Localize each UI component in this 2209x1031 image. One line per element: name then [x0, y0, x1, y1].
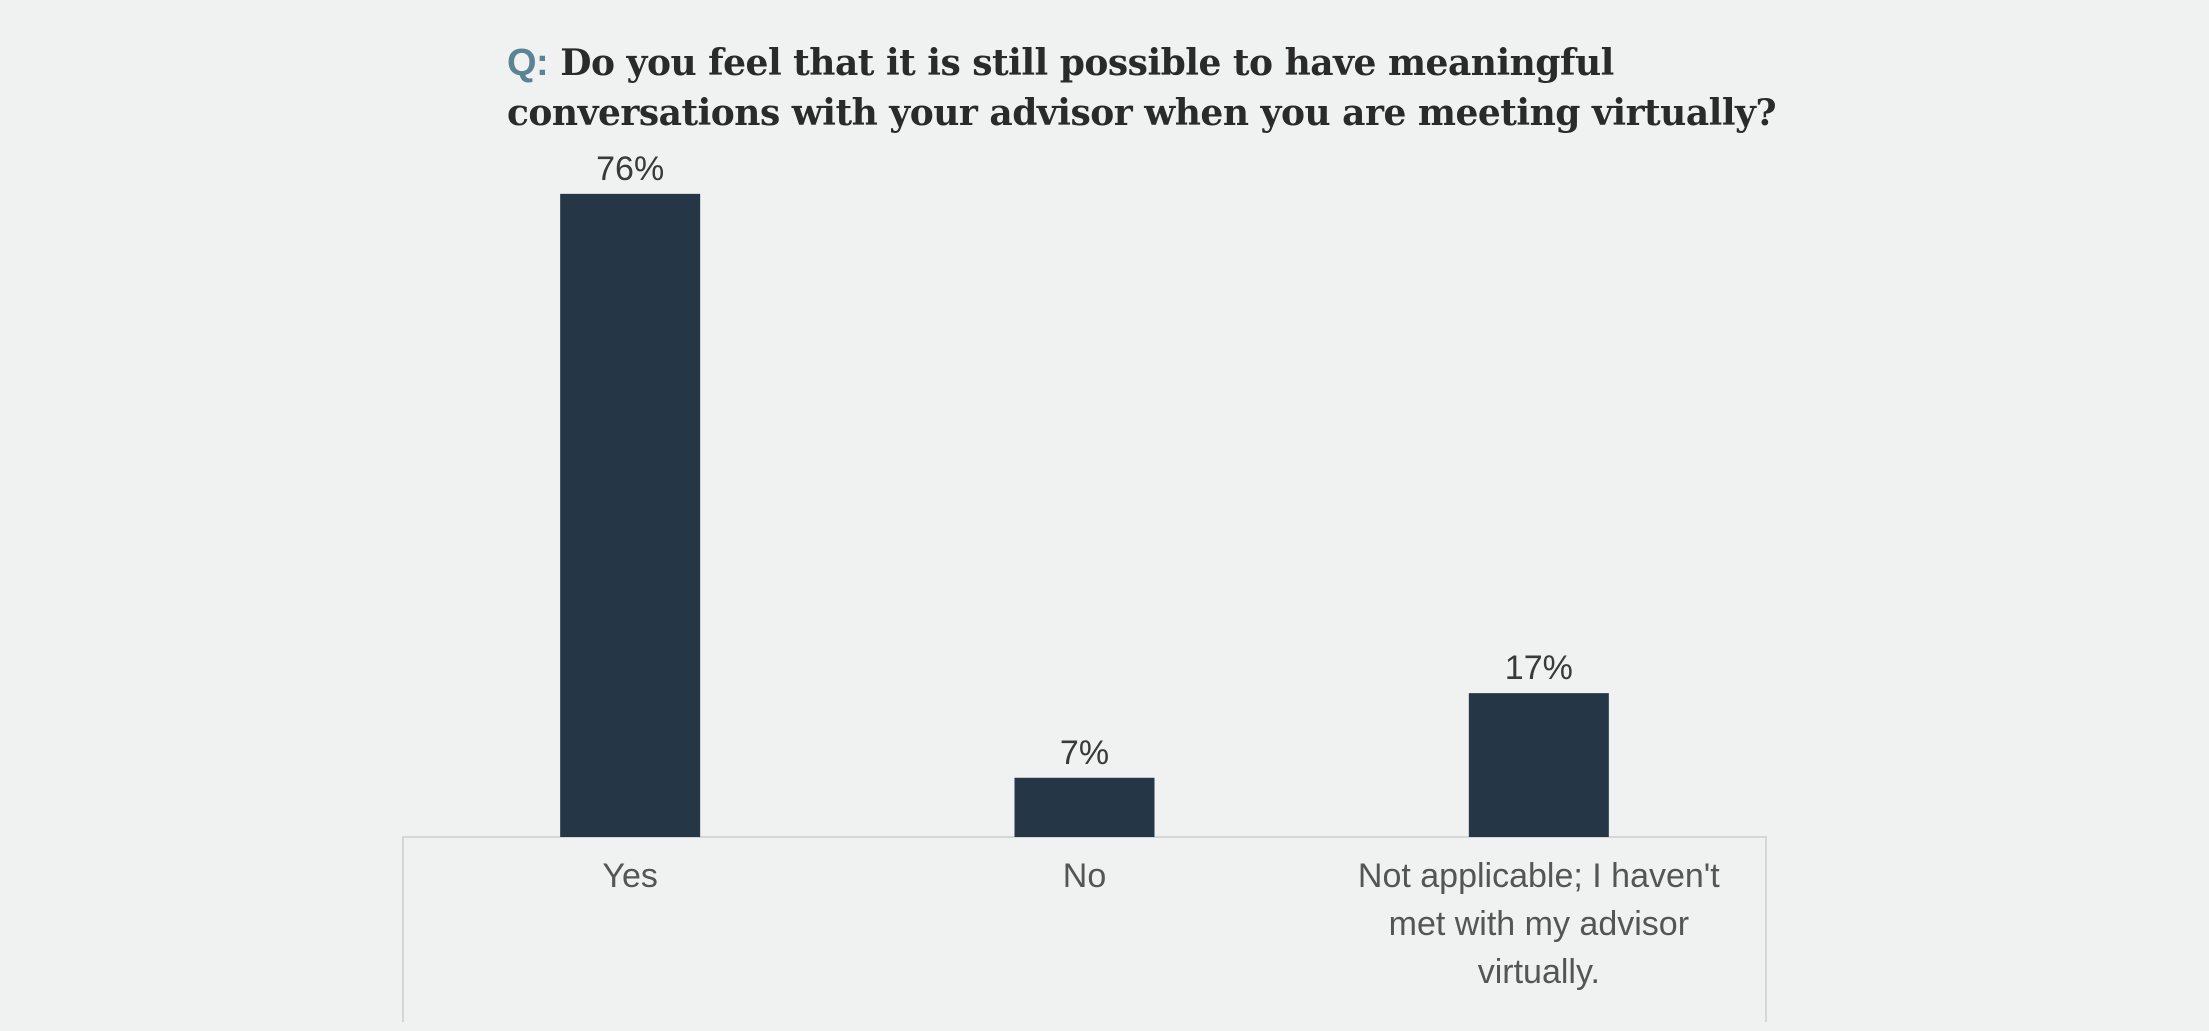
chart-title: Q: Do you feel that it is still possible… — [507, 38, 1807, 138]
category-labels-group: Yes No Not applicable; I haven't met with m… — [602, 857, 1720, 991]
category-label-2: No — [1063, 857, 1106, 895]
value-labels-group: 76% 7% 17% — [596, 150, 1573, 772]
bar-1 — [560, 193, 701, 838]
data-label-1: 76% — [596, 150, 664, 188]
category-label-line: met with my advisor — [1389, 905, 1689, 943]
category-label-line: Yes — [602, 857, 657, 895]
bars-group — [560, 193, 1609, 838]
question-prefix: Q: — [507, 42, 549, 84]
data-label-3: 17% — [1505, 649, 1573, 687]
bar-3 — [1468, 693, 1609, 837]
category-label-line: virtually. — [1478, 953, 1600, 991]
category-label-3: Not applicable; I haven't met with my adv… — [1358, 857, 1720, 991]
bar-2 — [1014, 777, 1155, 837]
category-label-line: Not applicable; I haven't — [1358, 857, 1720, 895]
category-label-1: Yes — [602, 857, 657, 895]
category-label-line: No — [1063, 857, 1106, 895]
data-label-2: 7% — [1060, 734, 1109, 772]
question-text: Do you feel that it is still possible to… — [507, 42, 1777, 134]
